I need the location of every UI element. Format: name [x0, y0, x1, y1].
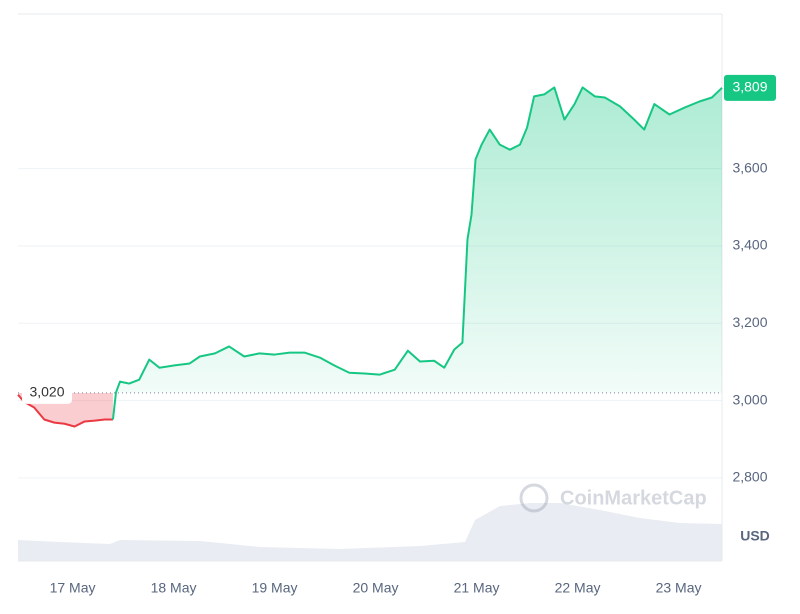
plot: 3,020	[17, 86, 723, 428]
y-tick-label: 3,000	[732, 391, 767, 407]
y-tick-label: 3,200	[732, 314, 767, 330]
x-tick-label: 23 May	[656, 580, 702, 596]
x-tick-label: 21 May	[454, 580, 500, 596]
y-tick-label: 2,800	[732, 469, 767, 485]
baseline-label-bg	[22, 381, 72, 404]
currency-label: USD	[740, 528, 770, 544]
watermark: CoinMarketCap	[519, 483, 707, 513]
x-tick-label: 19 May	[252, 580, 298, 596]
x-tick-label: 18 May	[151, 580, 197, 596]
last-price-box	[724, 74, 776, 101]
x-tick-label: 17 May	[50, 580, 96, 596]
x-tick-label: 20 May	[353, 580, 399, 596]
x-tick-label: 22 May	[555, 580, 601, 596]
y-tick-label: 3,400	[732, 237, 767, 253]
price-line	[17, 394, 113, 428]
baseline-label: 3,020	[29, 384, 64, 400]
area-fill	[112, 87, 722, 393]
watermark-logo	[519, 483, 549, 513]
watermark-text: CoinMarketCap	[560, 487, 707, 509]
y-tick-label: 3,600	[732, 159, 767, 175]
price-line	[111, 86, 723, 420]
last-price-label: 3,809	[732, 79, 767, 95]
volume-area	[18, 503, 722, 561]
